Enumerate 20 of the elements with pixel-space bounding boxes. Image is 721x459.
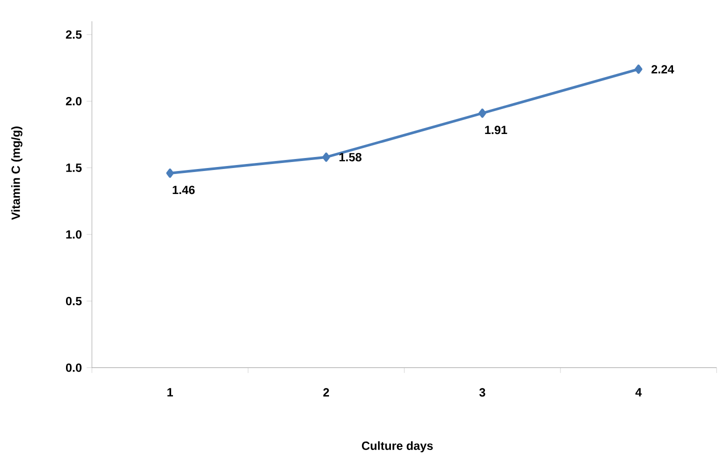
point [478, 108, 486, 118]
y-tick-label: 0.5 [66, 297, 82, 306]
y-tick-label: 0.0 [66, 364, 82, 372]
data-label: 1.58 [339, 153, 362, 162]
point [322, 152, 330, 162]
y-tick-label: 2.5 [66, 30, 82, 39]
point [166, 168, 174, 178]
x-tick-label: 4 [635, 388, 642, 397]
x-tick-label: 2 [323, 388, 329, 397]
data-label: 1.91 [485, 126, 508, 134]
y-axis-title: Vitamin C (mg/g) [11, 126, 22, 220]
x-axis-title: Culture days [362, 441, 433, 452]
data-label: 2.24 [652, 65, 674, 74]
y-tick-label: 2.0 [66, 97, 82, 106]
x-tick-label: 3 [479, 388, 486, 397]
x-tick-label: 1 [167, 388, 173, 397]
y-tick-label: 1.5 [66, 164, 82, 172]
y-tick-label: 1.0 [66, 230, 82, 239]
point [634, 64, 642, 74]
data-label: 1.46 [172, 186, 195, 194]
